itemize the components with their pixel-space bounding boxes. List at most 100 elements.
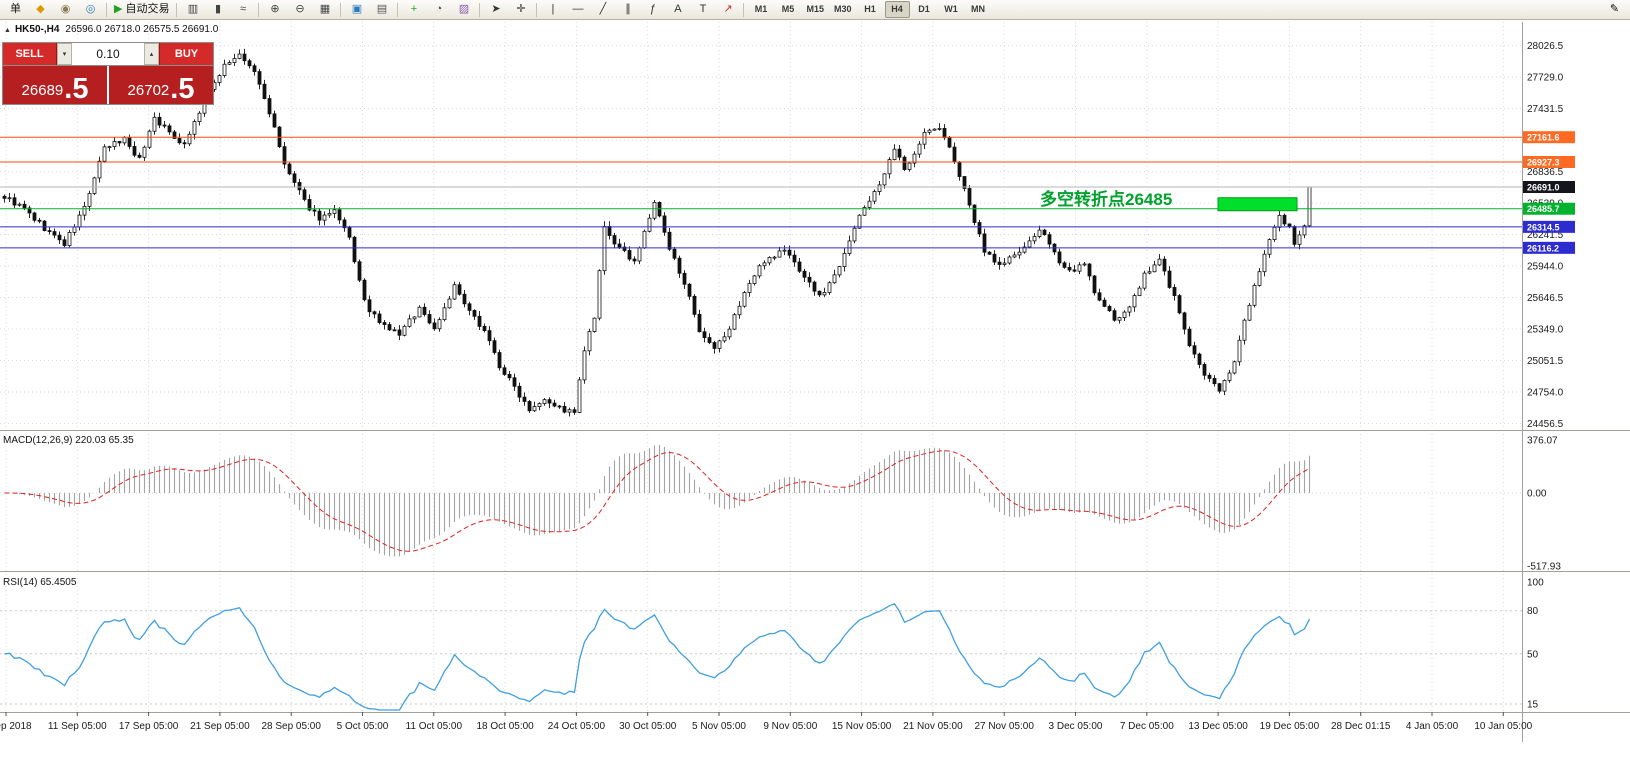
candle-body [1092, 275, 1097, 294]
candle-body [432, 322, 437, 330]
candle-body [267, 98, 272, 115]
periods-icon[interactable]: ◔ [435, 3, 443, 15]
volume-decrease-button[interactable]: ▾ [57, 43, 72, 65]
candle-body [1102, 299, 1107, 307]
time-axis-label: 21 Nov 05:00 [903, 721, 963, 732]
candle-body [737, 305, 742, 316]
time-axis-label: 13 Dec 05:00 [1188, 721, 1248, 732]
line-chart-icon[interactable]: ≈ [239, 3, 246, 15]
channel-icon[interactable]: ∥ [625, 3, 631, 15]
candle-body [702, 331, 707, 338]
candle-body [902, 156, 907, 170]
web-terminal-icon[interactable]: ◎ [85, 3, 96, 15]
timeframe-button-d1[interactable]: D1 [918, 4, 930, 14]
autotrading-button[interactable]: ▶ 自动交易 [114, 3, 170, 15]
candle-body [1022, 246, 1027, 253]
sell-price-display[interactable]: 26689 .5 [3, 66, 107, 104]
buy-button[interactable]: BUY [159, 43, 213, 65]
buy-price-display[interactable]: 26702 .5 [107, 66, 213, 104]
candle-body [117, 141, 122, 144]
volume-increase-button[interactable]: ▴ [144, 43, 159, 65]
highlight-rectangle[interactable] [1217, 197, 1298, 212]
new-chart-icon[interactable]: ▣ [351, 3, 363, 15]
profiles-icon[interactable]: ▤ [376, 3, 388, 15]
bar-chart-icon[interactable]: ▥ [187, 3, 199, 15]
timeframe-button-m1[interactable]: M1 [754, 4, 768, 14]
candle-body [197, 112, 202, 123]
fibonacci-icon[interactable]: ƒ [649, 3, 657, 15]
candle-body [512, 377, 517, 387]
candle-body [1242, 319, 1247, 341]
candle-body [492, 340, 497, 353]
templates-icon[interactable]: ▨ [458, 3, 470, 15]
price-axis[interactable]: 28026.527729.027431.526836.526539.026241… [1523, 41, 1575, 711]
timeframe-button-m30[interactable]: M30 [833, 4, 852, 14]
timeframe-button-m15[interactable]: M15 [806, 4, 824, 14]
volume-input[interactable] [72, 43, 144, 65]
candle-body [52, 231, 57, 236]
timeframe-button-w1[interactable]: W1 [944, 4, 958, 14]
candle-body [1157, 258, 1162, 266]
candle-body [532, 406, 537, 412]
price-badge-text: 26485.7 [1527, 204, 1560, 214]
candle-body [1027, 240, 1032, 248]
vertical-line-icon[interactable]: | [551, 3, 555, 15]
timeframe-button-mn[interactable]: MN [971, 4, 985, 14]
sell-button[interactable]: SELL [3, 43, 57, 65]
candle-body [1082, 263, 1087, 266]
indicators-add-icon[interactable]: + [410, 3, 418, 15]
toolbar-separator [340, 2, 342, 17]
one-click-toggle-icon[interactable]: ▲ [4, 27, 11, 34]
candle-body [1267, 239, 1272, 255]
candle-body [1067, 266, 1072, 271]
candle-body [1272, 226, 1277, 240]
tile-windows-icon[interactable]: ▦ [319, 3, 331, 15]
candle-body [412, 316, 417, 320]
time-axis-label: 5 Oct 05:00 [337, 721, 389, 732]
crosshair-icon[interactable]: ✛ [516, 3, 526, 15]
candle-body [217, 75, 222, 83]
candle-body [462, 293, 467, 305]
candle-body [1232, 361, 1237, 374]
time-axis-label: 28 Dec 01:15 [1331, 721, 1391, 732]
candle-body [857, 214, 862, 229]
zoom-out-icon[interactable]: ⊖ [295, 3, 305, 15]
time-axis-label: 24 Oct 05:00 [548, 721, 606, 732]
candle-body [1257, 271, 1262, 286]
timeframe-button-h1[interactable]: H1 [864, 4, 876, 14]
candle-body [962, 176, 967, 189]
time-axis[interactable]: 5 Sep 2018 11 Sep 05:00 17 Sep 05:00 21 Sep… [0, 712, 1533, 732]
timeframe-button-m5[interactable]: M5 [781, 4, 795, 14]
candle-body [522, 396, 527, 402]
toolbar-separator [479, 2, 481, 17]
arrows-icon[interactable]: ↗ [723, 3, 733, 15]
candle-body [1182, 312, 1187, 330]
cursor-icon[interactable]: ➤ [491, 3, 501, 15]
candle-body [832, 274, 837, 284]
timeframe-button-h4[interactable]: H4 [884, 1, 910, 18]
zoom-in-icon[interactable]: ⊕ [270, 3, 280, 15]
deposit-icon[interactable]: ◆ [36, 3, 45, 15]
label-icon[interactable]: T [699, 3, 707, 15]
account-icon[interactable]: ◉ [60, 3, 71, 15]
horizontal-line-icon[interactable]: — [572, 3, 584, 15]
candle-body [757, 265, 762, 277]
candle-body [332, 209, 337, 214]
price-axis-label: 27431.5 [1527, 104, 1564, 115]
candle-body [537, 403, 542, 408]
candle-body [1297, 234, 1302, 245]
candle-body [762, 262, 767, 267]
candle-body [1237, 339, 1242, 363]
chart-annotation-text[interactable]: 多空转折点26485 [1040, 189, 1172, 209]
text-icon[interactable]: A [674, 3, 682, 15]
candle-body [892, 148, 897, 160]
candle-body [697, 313, 702, 333]
candle-body [1152, 264, 1157, 273]
candle-body [602, 226, 607, 272]
rsi-line [4, 603, 1311, 711]
trendline-icon[interactable]: ╱ [599, 3, 607, 15]
pin-icon[interactable]: ✎ [1609, 3, 1620, 15]
new-order-button[interactable]: 单 [10, 3, 21, 15]
candlestick-chart-icon[interactable]: ▮ [214, 3, 221, 15]
